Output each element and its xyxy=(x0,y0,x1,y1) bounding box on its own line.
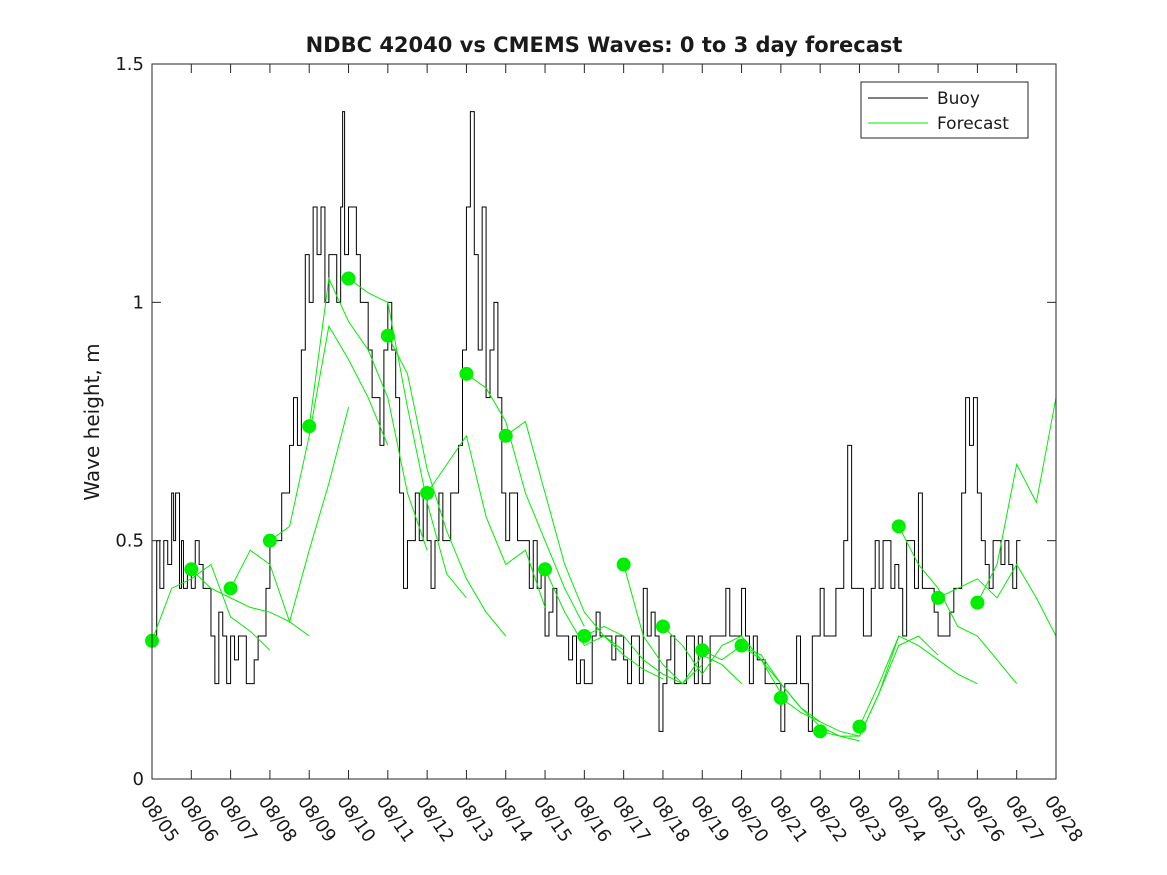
x-tick-label: 08/22 xyxy=(804,792,851,847)
forecast-start-marker xyxy=(184,562,199,577)
forecast-series-line xyxy=(623,564,742,685)
forecast-series-line xyxy=(898,526,1018,684)
forecast-series-line xyxy=(820,635,939,737)
forecast-series-line xyxy=(505,420,624,651)
x-tick-label: 08/18 xyxy=(647,792,694,847)
y-axis-label: Wave height, m xyxy=(80,343,104,500)
forecast-series-line xyxy=(859,635,978,727)
forecast-start-marker xyxy=(538,562,553,577)
x-tick-label: 08/17 xyxy=(608,792,655,847)
legend-forecast-label: Forecast xyxy=(937,114,1009,134)
x-tick-label: 08/24 xyxy=(883,792,930,847)
forecast-start-marker xyxy=(734,638,749,653)
x-tick-label: 08/26 xyxy=(961,792,1008,847)
forecast-start-marker xyxy=(341,271,356,286)
y-tick-label: 1 xyxy=(133,292,144,313)
axes: 08/0508/0608/0708/0808/0908/1008/1108/12… xyxy=(115,54,1087,846)
forecast-start-marker xyxy=(223,581,238,596)
plot-area xyxy=(152,111,1056,742)
forecast-series-line xyxy=(466,373,585,627)
plot-frame xyxy=(151,63,1057,780)
forecast-start-marker xyxy=(852,719,867,734)
forecast-start-marker xyxy=(773,690,788,705)
y-tick-label: 0 xyxy=(133,769,144,790)
forecast-start-marker xyxy=(459,366,474,381)
x-tick-label: 08/28 xyxy=(1040,792,1087,847)
x-tick-label: 08/20 xyxy=(725,792,772,847)
forecast-start-marker xyxy=(931,590,946,605)
x-tick-label: 08/11 xyxy=(372,792,419,847)
forecast-series-line xyxy=(190,568,310,637)
forecast-series-line xyxy=(230,407,350,624)
x-tick-label: 08/16 xyxy=(568,792,615,847)
legend: Buoy Forecast xyxy=(860,81,1029,139)
y-tick-label: 1.5 xyxy=(115,54,144,75)
chart-title: NDBC 42040 vs CMEMS Waves: 0 to 3 day fo… xyxy=(306,33,903,57)
forecast-series-line xyxy=(269,324,389,542)
legend-box xyxy=(860,81,1029,139)
x-tick-label: 08/12 xyxy=(411,792,458,847)
forecast-start-marker xyxy=(616,557,631,572)
forecast-series-line xyxy=(976,397,1056,603)
x-tick-label: 08/10 xyxy=(332,792,379,847)
x-tick-label: 08/25 xyxy=(922,792,969,847)
y-tick-label: 0.5 xyxy=(115,531,144,552)
forecast-start-marker xyxy=(262,533,277,548)
forecast-markers xyxy=(145,271,985,739)
forecast-series-line xyxy=(544,569,664,680)
x-tick-label: 08/07 xyxy=(215,792,262,847)
x-tick-label: 08/13 xyxy=(450,792,497,847)
x-tick-label: 08/19 xyxy=(686,792,733,847)
forecast-start-marker xyxy=(813,724,828,739)
forecast-start-marker xyxy=(970,595,985,610)
forecast-series-line xyxy=(348,278,467,599)
x-tick-label: 08/08 xyxy=(254,792,301,847)
buoy-series-line xyxy=(152,111,1021,732)
x-tick-label: 08/09 xyxy=(293,792,340,847)
forecast-series-line xyxy=(387,335,507,637)
forecast-start-marker xyxy=(891,519,906,534)
forecast-start-marker xyxy=(655,619,670,634)
forecast-start-marker xyxy=(380,328,395,343)
forecast-series-line xyxy=(152,563,271,651)
forecast-start-marker xyxy=(498,428,513,443)
x-tick-label: 08/21 xyxy=(765,792,812,847)
legend-buoy-label: Buoy xyxy=(937,89,980,109)
forecast-series-line xyxy=(308,276,428,551)
x-tick-label: 08/14 xyxy=(490,792,537,847)
x-tick-label: 08/23 xyxy=(843,792,890,847)
forecast-start-marker xyxy=(302,419,317,434)
x-tick-label: 08/05 xyxy=(136,792,183,847)
forecast-start-marker xyxy=(420,486,435,500)
x-tick-label: 08/15 xyxy=(529,792,576,847)
forecast-series-line xyxy=(937,563,1056,637)
forecast-series-line xyxy=(426,434,546,608)
forecast-series-line xyxy=(780,635,900,737)
forecast-start-marker xyxy=(695,643,710,658)
x-tick-label: 08/27 xyxy=(1001,792,1048,847)
forecast-start-marker xyxy=(577,629,592,643)
x-tick-label: 08/06 xyxy=(175,792,222,847)
